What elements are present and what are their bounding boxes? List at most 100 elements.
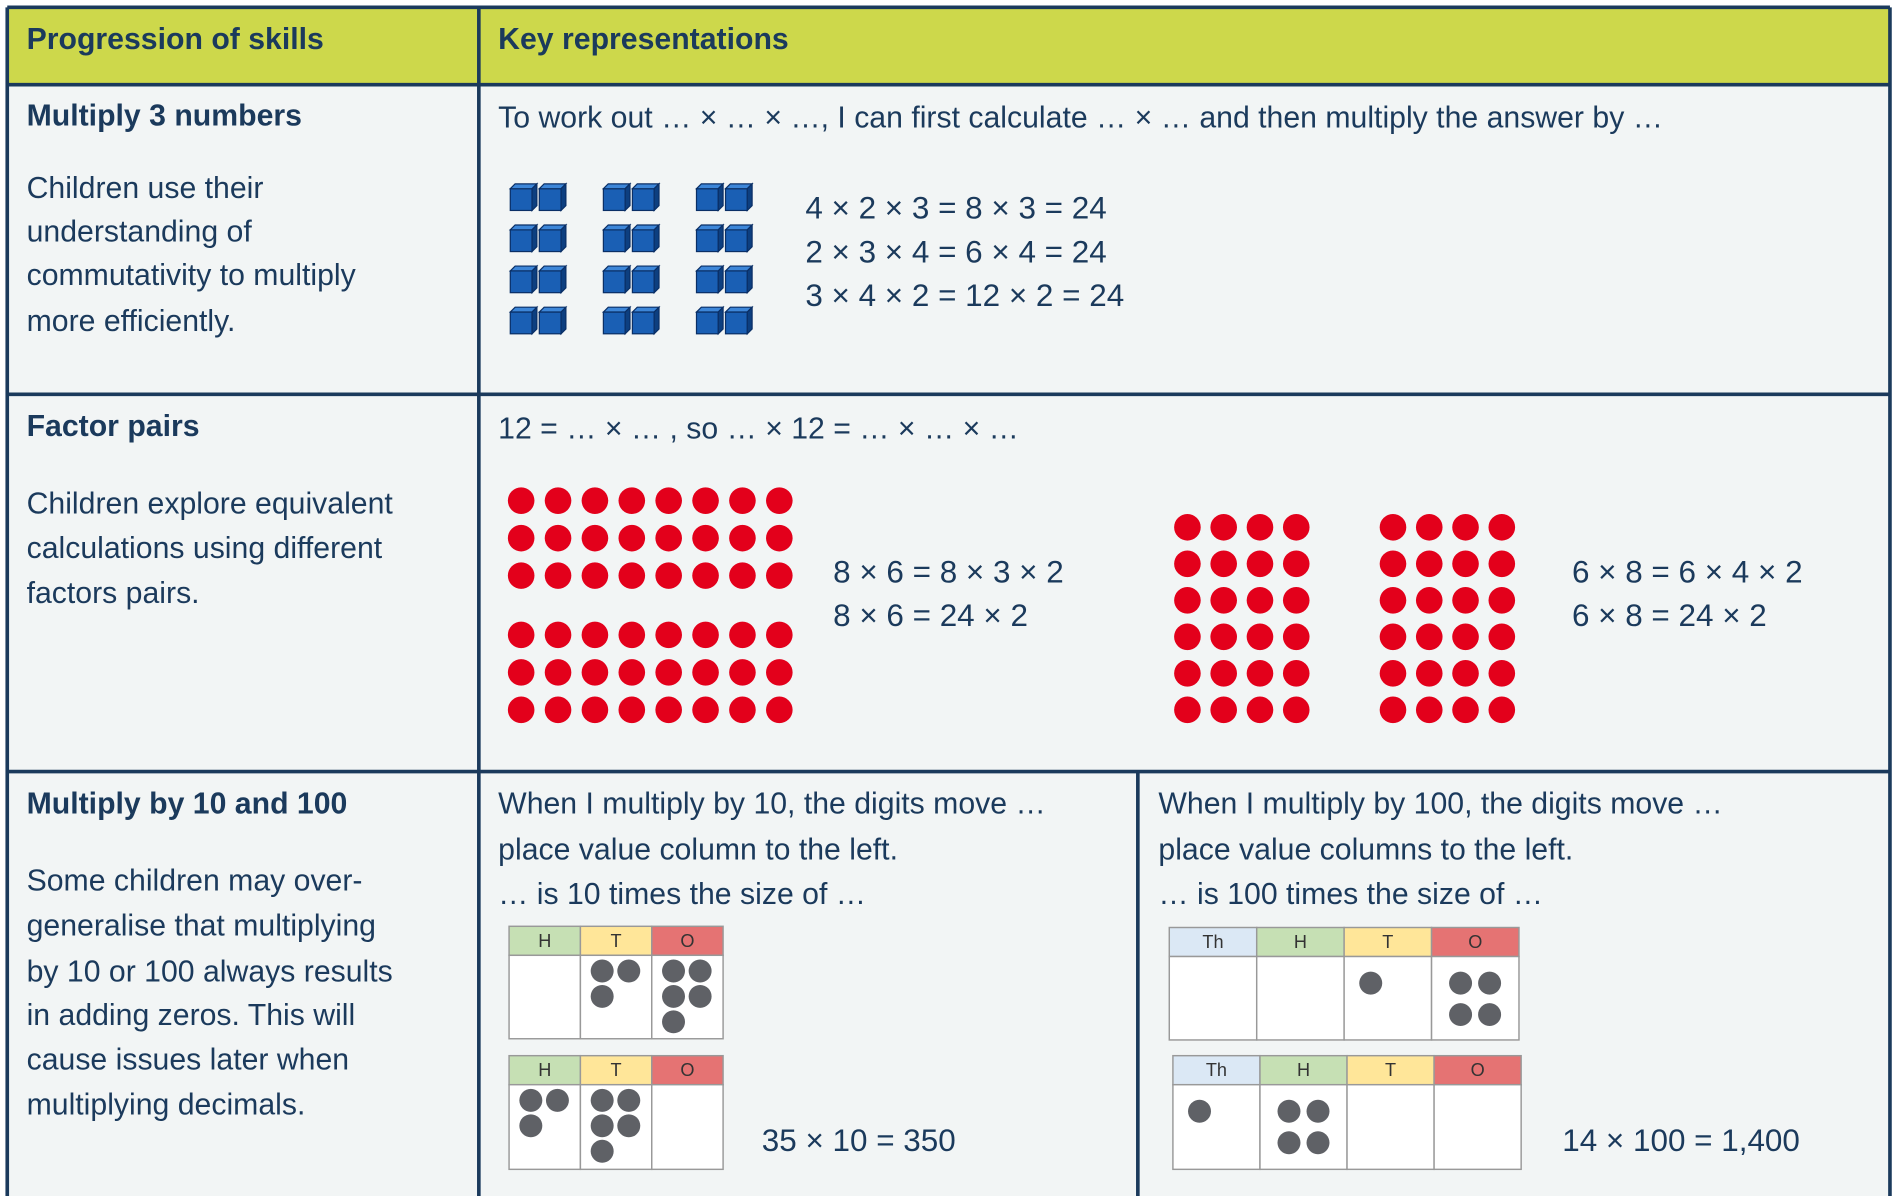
counter: [1379, 660, 1407, 687]
cube: [695, 188, 719, 212]
description-line: multiplying decimals.: [27, 1088, 306, 1121]
place-value-label: O: [680, 931, 694, 951]
cube: [631, 229, 655, 253]
place-value-counter: [662, 959, 686, 983]
counter: [1415, 660, 1443, 687]
place-value-counter: [617, 1088, 641, 1112]
cube-side: [717, 223, 724, 254]
place-value-counter: [1449, 1003, 1473, 1027]
counter: [1174, 550, 1201, 578]
place-value-column: [1259, 1083, 1348, 1171]
cube-side: [653, 305, 660, 336]
header-cell: Progression of skills: [27, 23, 324, 56]
counter: [1282, 586, 1310, 614]
counter: [1246, 660, 1274, 687]
cube: [602, 270, 626, 294]
place-value-column: [508, 954, 582, 1040]
place-value-label: T: [611, 931, 622, 951]
cube-side: [560, 305, 567, 336]
counter: [1210, 586, 1237, 614]
cube: [538, 188, 562, 212]
cube-side: [531, 264, 538, 295]
counter: [1379, 696, 1407, 724]
place-value-header: [651, 1054, 724, 1086]
cube-side: [624, 223, 631, 254]
cube-side: [624, 305, 631, 336]
description-line: in adding zeros. This will: [27, 999, 356, 1032]
counter: [544, 524, 572, 552]
counter: [692, 562, 719, 589]
counter: [729, 562, 756, 589]
description-line: commutativity to multiply: [27, 259, 357, 292]
counter: [1452, 586, 1479, 614]
place-value-header: [508, 1054, 582, 1086]
counter: [1415, 696, 1443, 724]
counter: [692, 621, 719, 649]
header-band: [7, 7, 1890, 85]
equation: 8 × 6 = 24 × 2: [833, 598, 1028, 633]
counter: [581, 696, 609, 724]
header-cell: Key representations: [498, 23, 789, 56]
cube-side: [746, 182, 753, 212]
counter: [581, 621, 609, 649]
place-value-counter: [688, 959, 712, 983]
cube: [695, 229, 719, 253]
counter: [1452, 623, 1479, 651]
counter: [507, 524, 535, 552]
counter: [1210, 513, 1237, 541]
place-value-counter: [1306, 1131, 1330, 1155]
cube: [602, 311, 626, 335]
counter: [618, 696, 646, 724]
counter: [1488, 513, 1516, 541]
counter: [1174, 660, 1201, 687]
cube: [509, 311, 533, 335]
cube: [724, 229, 748, 253]
place-value-counter: [617, 1114, 641, 1138]
counter: [1174, 586, 1201, 614]
place-value-label: T: [1385, 1060, 1396, 1080]
sentence-stem: place value column to the left.: [498, 833, 898, 866]
place-value-counter: [662, 984, 686, 1008]
place-value-counter: [1306, 1099, 1330, 1123]
equation: 6 × 8 = 6 × 4 × 2: [1572, 555, 1803, 590]
counter: [766, 524, 793, 552]
equation: 14 × 100 = 1,400: [1562, 1123, 1800, 1158]
equation: 6 × 8 = 24 × 2: [1572, 598, 1767, 633]
place-value-counter: [590, 984, 614, 1008]
equation: 4 × 2 × 3 = 8 × 3 = 24: [805, 191, 1106, 226]
counter: [507, 659, 535, 686]
counter: [1282, 660, 1310, 687]
counter: [1282, 513, 1310, 541]
counter: [1379, 586, 1407, 614]
place-value-header: [1433, 1054, 1522, 1086]
place-value-label: O: [680, 1060, 694, 1080]
place-value-header: [508, 925, 582, 957]
counter: [1246, 550, 1274, 578]
cube: [509, 188, 533, 212]
counter: [766, 621, 793, 649]
cube: [538, 311, 562, 335]
counter: [1174, 513, 1201, 541]
place-value-counter: [590, 959, 614, 983]
place-value-label: H: [1297, 1060, 1310, 1080]
cube: [724, 311, 748, 335]
counter: [507, 487, 535, 514]
description-line: Children explore equivalent: [27, 487, 394, 520]
place-value-header: [579, 1054, 653, 1086]
counter: [544, 696, 572, 724]
counter: [1210, 550, 1237, 578]
counter: [1488, 696, 1516, 724]
place-value-counter: [590, 1088, 614, 1112]
counter: [1452, 550, 1479, 578]
cube-side: [560, 223, 567, 254]
counter: [655, 524, 682, 552]
description-line: Children use their: [27, 172, 264, 205]
counter: [692, 487, 719, 514]
counter: [544, 621, 572, 649]
counter: [1488, 550, 1516, 578]
place-value-column: [1343, 955, 1433, 1041]
place-value-column: [651, 1083, 724, 1171]
equation: 8 × 6 = 8 × 3 × 2: [833, 555, 1064, 590]
counter: [618, 621, 646, 649]
